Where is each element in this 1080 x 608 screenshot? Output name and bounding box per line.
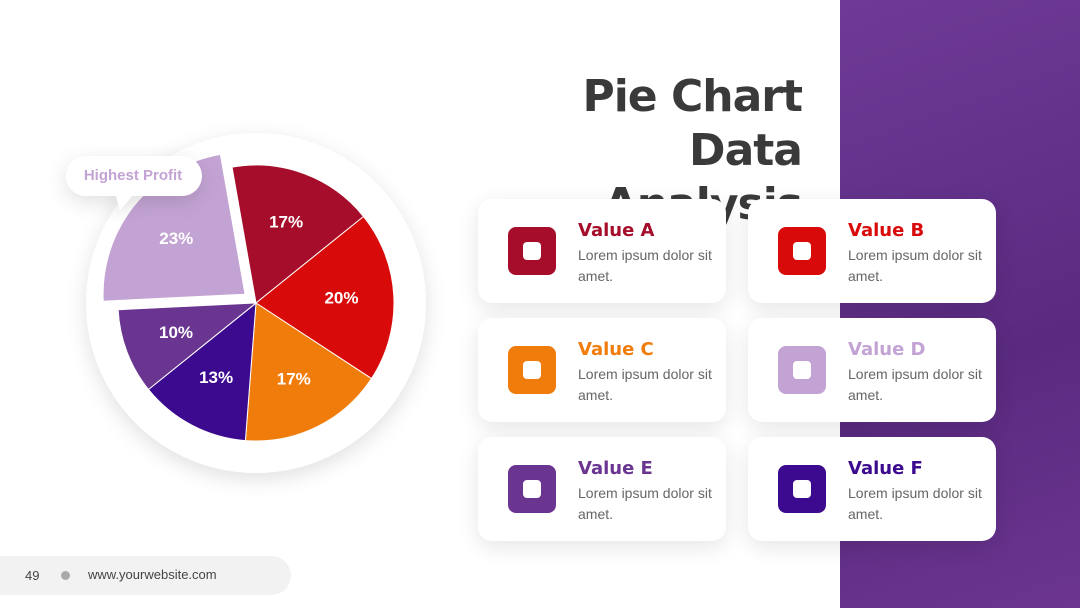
card-title: Value B	[848, 220, 925, 241]
icon-glyph	[523, 242, 541, 260]
info-card: Value A Lorem ipsum dolor sit amet.	[478, 199, 726, 303]
annotation: Highest Profit	[84, 167, 182, 184]
card-icon	[778, 227, 826, 275]
value-label: 17%	[277, 369, 311, 388]
annotation-bubble	[66, 156, 202, 210]
card-icon	[778, 346, 826, 394]
pie-slice	[147, 301, 257, 442]
card-text: Lorem ipsum dolor sit amet.	[578, 485, 712, 522]
card-title: Value E	[578, 458, 653, 479]
card-text: Lorem ipsum dolor sit amet.	[848, 485, 982, 522]
card-text: Lorem ipsum dolor sit amet.	[578, 366, 712, 403]
card-title: Value D	[848, 339, 926, 360]
info-card: Value F Lorem ipsum dolor sit amet.	[748, 437, 996, 541]
footer-dot	[61, 571, 70, 580]
icon-glyph	[793, 242, 811, 260]
card-text: Lorem ipsum dolor sit amet.	[848, 247, 982, 284]
card-icon	[778, 465, 826, 513]
pie-slice	[244, 302, 373, 442]
value-label: 17%	[269, 212, 303, 231]
info-card: Value D Lorem ipsum dolor sit amet.	[748, 318, 996, 422]
pie-slice	[231, 164, 365, 304]
info-card: Value E Lorem ipsum dolor sit amet.	[478, 437, 726, 541]
card-icon	[508, 346, 556, 394]
footer: 49 www.yourwebsite.com	[0, 556, 291, 595]
card-title: Value C	[578, 339, 654, 360]
icon-glyph	[523, 480, 541, 498]
card-text: Lorem ipsum dolor sit amet.	[848, 366, 982, 403]
value-label: 10%	[159, 323, 193, 342]
pie-slice	[102, 153, 246, 302]
info-card: Value C Lorem ipsum dolor sit amet.	[478, 318, 726, 422]
pie-slice	[255, 215, 395, 380]
page-number: 49	[25, 568, 40, 583]
card-icon	[508, 465, 556, 513]
card-icon	[508, 227, 556, 275]
pie-slice	[117, 302, 258, 391]
value-label: 13%	[199, 368, 233, 387]
card-text: Lorem ipsum dolor sit amet.	[578, 247, 712, 284]
value-label: 20%	[324, 288, 358, 307]
website: www.yourwebsite.com	[88, 567, 217, 582]
pie-chart: 17% 20% 17% 13% 10% 23% Highest Profit	[66, 133, 426, 473]
info-card: Value B Lorem ipsum dolor sit amet.	[748, 199, 996, 303]
icon-glyph	[793, 480, 811, 498]
icon-glyph	[523, 361, 541, 379]
card-title: Value F	[848, 458, 923, 479]
icon-glyph	[793, 361, 811, 379]
value-label: 23%	[159, 229, 193, 248]
card-title: Value A	[578, 220, 655, 241]
